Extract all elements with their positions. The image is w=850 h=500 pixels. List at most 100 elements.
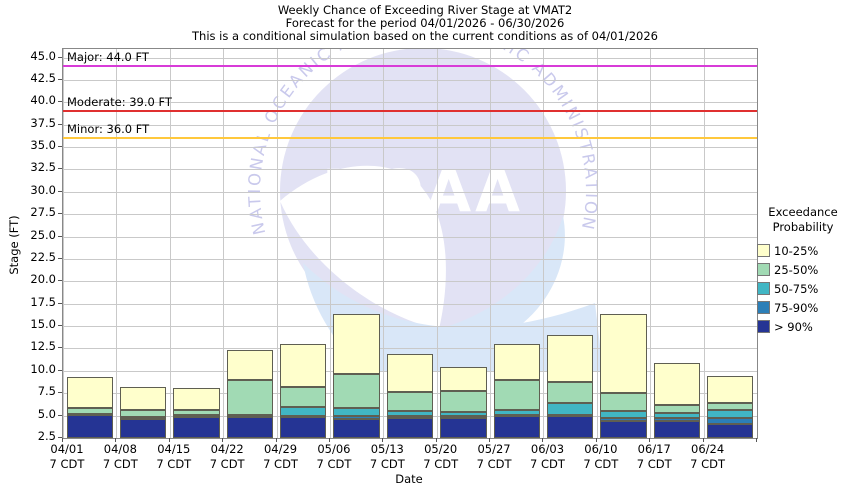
x-tick-time: 7 CDT bbox=[209, 457, 245, 471]
x-tick-time: 7 CDT bbox=[263, 457, 298, 471]
y-tick-label: 30.0 bbox=[30, 182, 56, 197]
h-gridline bbox=[63, 214, 757, 216]
h-gridline bbox=[63, 326, 757, 328]
bar-segment-2550 bbox=[226, 379, 274, 415]
bar-segment-2550 bbox=[707, 403, 754, 411]
v-gridline bbox=[543, 49, 545, 438]
x-tick-mark bbox=[489, 438, 491, 442]
y-tick-label: 35.0 bbox=[30, 138, 56, 153]
bar-segment-5075 bbox=[119, 416, 167, 419]
x-tick-label: 06/10 7 CDT bbox=[571, 442, 631, 472]
bar-segment-5075 bbox=[440, 411, 487, 416]
bar-segment-90 bbox=[66, 414, 113, 438]
v-gridline bbox=[223, 49, 225, 438]
legend-label: > 90% bbox=[774, 319, 813, 334]
y-tick-mark bbox=[58, 101, 62, 103]
legend-label: 75-90% bbox=[774, 300, 819, 315]
h-gridline bbox=[63, 348, 757, 350]
flood-line bbox=[63, 65, 757, 68]
bar-segment-1025 bbox=[546, 335, 594, 383]
y-tick-mark bbox=[58, 392, 62, 394]
y-tick-label: 17.5 bbox=[30, 294, 56, 309]
bar-segment-5075 bbox=[386, 411, 434, 416]
x-tick-mark bbox=[275, 438, 277, 442]
bar-segment-2550 bbox=[333, 373, 380, 409]
x-tick-time: 7 CDT bbox=[423, 457, 459, 471]
y-tick-label: 5.0 bbox=[37, 406, 56, 421]
noaa-logo-watermark: NOAA NATIONAL OCEANIC AND ATMOSPHERIC AD… bbox=[245, 49, 603, 371]
legend-swatch bbox=[757, 282, 770, 295]
v-gridline bbox=[276, 49, 278, 438]
x-tick-time: 7 CDT bbox=[583, 457, 619, 471]
y-axis-title: Stage (FT) bbox=[7, 215, 21, 275]
x-tick-label: 04/22 7 CDT bbox=[197, 442, 257, 472]
y-tick-mark bbox=[58, 168, 62, 170]
h-gridline bbox=[63, 281, 757, 283]
y-tick-mark bbox=[58, 280, 62, 282]
bar-segment-2550 bbox=[173, 410, 220, 415]
legend-item: 75-90% bbox=[757, 298, 849, 317]
y-tick-mark bbox=[58, 257, 62, 259]
y-tick-label: 32.5 bbox=[30, 160, 56, 175]
x-tick-label: 06/03 7 CDT bbox=[517, 442, 577, 472]
chart-note: This is a conditional simulation based o… bbox=[192, 29, 658, 43]
y-tick-mark bbox=[58, 369, 62, 371]
x-tick-label: 04/29 7 CDT bbox=[251, 442, 311, 472]
h-gridline bbox=[63, 438, 757, 439]
bar-segment-1025 bbox=[653, 362, 701, 405]
x-tick-date: 04/01 bbox=[50, 442, 84, 456]
bar-segment-5075 bbox=[546, 403, 594, 416]
x-tick-mark bbox=[595, 438, 597, 442]
h-gridline bbox=[63, 124, 757, 126]
y-tick-mark bbox=[58, 123, 62, 125]
bar-segment-7590 bbox=[119, 418, 167, 421]
bar-segment-1025 bbox=[493, 343, 540, 380]
bar-segment-1025 bbox=[119, 386, 167, 411]
bar-segment-7590 bbox=[386, 415, 434, 418]
v-gridline bbox=[490, 49, 492, 438]
y-tick-mark bbox=[58, 437, 62, 438]
chart-subtitle: Forecast for the period 04/01/2026 - 06/… bbox=[285, 16, 565, 30]
bar-segment-5075 bbox=[226, 414, 274, 417]
bar-segment-1025 bbox=[386, 353, 434, 393]
y-tick-mark bbox=[58, 414, 62, 416]
y-tick-label: 40.0 bbox=[30, 93, 56, 108]
x-tick-label: 05/06 7 CDT bbox=[304, 442, 364, 472]
bar-segment-2550 bbox=[546, 382, 594, 404]
v-gridline bbox=[703, 49, 705, 438]
bar-segment-7590 bbox=[333, 415, 380, 420]
y-tick-mark bbox=[58, 325, 62, 327]
bar-segment-2550 bbox=[493, 379, 540, 410]
v-gridline bbox=[436, 49, 438, 438]
legend-swatch bbox=[757, 301, 770, 314]
x-tick-date: 06/03 bbox=[530, 442, 565, 456]
legend-items: 10-25% 25-50% 50-75% 75-90% > 90% bbox=[757, 241, 849, 336]
bar-segment-90 bbox=[173, 416, 220, 438]
bar-segment-90 bbox=[333, 419, 380, 438]
bar-segment-5075 bbox=[600, 410, 647, 418]
bar-segment-5075 bbox=[493, 409, 540, 416]
x-tick-mark bbox=[542, 438, 544, 442]
x-tick-mark bbox=[328, 438, 330, 442]
x-tick-label: 05/27 7 CDT bbox=[464, 442, 524, 472]
bar-segment-90 bbox=[707, 423, 754, 438]
y-tick-label: 12.5 bbox=[30, 339, 56, 354]
bar-segment-7590 bbox=[440, 415, 487, 418]
x-tick-date: 05/20 bbox=[424, 442, 458, 456]
x-tick-mark bbox=[115, 438, 117, 442]
y-tick-label: 25.0 bbox=[30, 227, 56, 242]
bar-segment-5075 bbox=[173, 414, 220, 417]
h-gridline bbox=[63, 191, 757, 193]
h-gridline bbox=[63, 147, 757, 149]
h-gridline bbox=[63, 303, 757, 305]
bar-segment-7590 bbox=[653, 417, 701, 422]
y-tick-mark bbox=[58, 190, 62, 192]
x-tick-date: 04/15 bbox=[157, 442, 191, 456]
bar-segment-7590 bbox=[493, 415, 540, 418]
bar-segment-2550 bbox=[600, 393, 647, 411]
bar-segment-1025 bbox=[173, 387, 220, 411]
y-tick-label: 10.0 bbox=[30, 361, 56, 376]
x-tick-date: 04/22 bbox=[210, 442, 244, 456]
x-tick-mark bbox=[222, 438, 224, 442]
